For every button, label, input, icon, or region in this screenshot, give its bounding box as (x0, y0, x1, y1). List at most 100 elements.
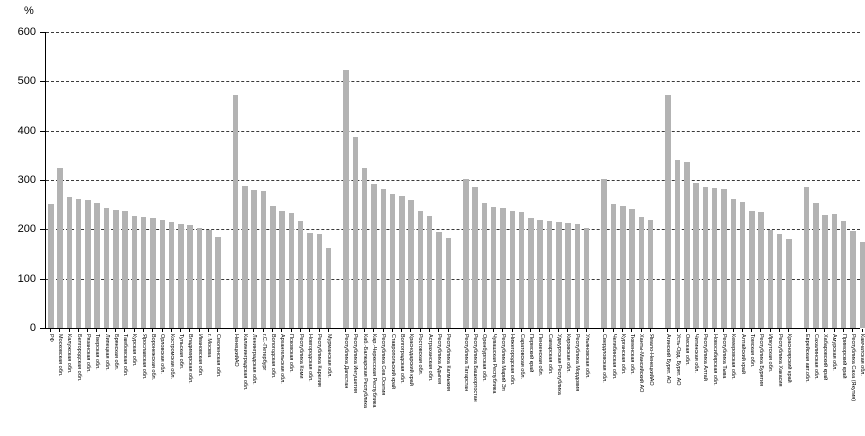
bar (610, 204, 617, 328)
bar (436, 232, 442, 328)
x-axis-label: Челябинская обл. (610, 334, 617, 380)
x-axis-tick (281, 329, 283, 332)
bar-slot: Нижегородская обл. (509, 32, 516, 432)
x-axis-tick (68, 329, 70, 332)
bar (75, 199, 82, 328)
bar-slot: Ярославская обл. (141, 32, 147, 432)
bar (131, 216, 138, 328)
x-axis-tick (723, 329, 725, 332)
bar (583, 228, 590, 328)
x-axis-tick (676, 329, 678, 332)
bar-slot: Ростовская обл. (417, 32, 423, 432)
x-axis-tick (124, 329, 126, 332)
bar (767, 230, 774, 328)
bar-group-urals: Свердловская обл. Челябинская обл. Курганс… (601, 32, 654, 432)
bar-slot: Тульская обл. (178, 32, 184, 432)
bar-slot: Республика Башкортостан (472, 32, 478, 432)
y-axis-tick (40, 229, 45, 231)
x-axis-label: Новосибирская обл. (711, 334, 718, 386)
bar-slot: Пермский край (528, 32, 534, 432)
bar (721, 189, 727, 328)
x-axis-tick (290, 329, 292, 332)
x-axis-tick (447, 329, 449, 332)
bar-slot: Сахалинская обл. (813, 32, 819, 432)
x-axis-tick (318, 329, 320, 332)
x-axis-tick (631, 329, 633, 332)
bar-slot: Орловская обл. (159, 32, 165, 432)
x-axis-label: РФ (47, 334, 54, 342)
y-axis-tick-label: 600 (17, 26, 36, 38)
x-axis-tick (391, 329, 393, 332)
x-axis-tick (760, 329, 762, 332)
x-axis-label: Каб.-Балкарская Республика (361, 334, 368, 408)
x-axis-label: Агинский Бурят. АО (665, 334, 672, 384)
bar (103, 208, 110, 328)
x-axis-label: Новгородская обл. (307, 334, 314, 382)
bar (786, 239, 792, 328)
bar-slot: Республика Алтай (702, 32, 709, 432)
bar (647, 220, 654, 328)
x-axis-label: Нижегородская обл. (509, 334, 516, 386)
x-axis-tick (805, 329, 807, 332)
x-axis-tick (217, 329, 219, 332)
bar (196, 228, 203, 328)
x-axis-tick (87, 329, 89, 332)
bar-slot: Курская обл. (131, 32, 138, 432)
x-axis-label: Липецкая обл. (103, 334, 110, 371)
x-axis-tick (741, 329, 743, 332)
bar-slot: Республика Адыгея (436, 32, 442, 432)
x-axis-label: Республика Ингушетия (352, 334, 359, 393)
bar (260, 191, 267, 328)
x-axis-tick (262, 329, 264, 332)
gridline-200 (46, 229, 860, 231)
x-axis-label: Тюменская обл. (629, 334, 636, 375)
x-axis-label: Ульяновская обл. (583, 334, 590, 379)
x-axis-tick (751, 329, 753, 332)
x-axis-tick (640, 329, 642, 332)
x-axis-label: Смоленская обл. (215, 334, 222, 378)
x-axis-label: Чувашская Республика (490, 334, 497, 394)
bar-slot: Хабаровский край (822, 32, 828, 432)
x-axis-tick (189, 329, 191, 332)
bar-slot: Смоленская обл. (215, 32, 221, 432)
x-axis-label: Архангельская обл. (279, 334, 286, 384)
bar (500, 208, 506, 328)
x-axis-label: Томская обл. (748, 334, 755, 368)
x-axis-label: НенецкийАО (232, 334, 239, 367)
bar (140, 217, 147, 328)
bar (702, 187, 709, 328)
bar-slot: Калужская обл. (66, 32, 72, 432)
bar (831, 214, 838, 328)
x-axis-label: Республика Марий Эл (500, 334, 507, 391)
bar (389, 194, 396, 328)
x-axis-label: Республика Башкортостан (472, 334, 479, 402)
x-axis-tick (59, 329, 61, 332)
bar-slot: Тюменская обл. (629, 32, 635, 432)
bar (325, 248, 332, 328)
bar-slot: Республика Дагестан (343, 32, 349, 432)
y-axis-tick-label: 100 (17, 272, 36, 285)
x-axis-label: Сахалинская обл. (812, 334, 819, 380)
x-axis-label: Мурманская обл. (325, 334, 332, 378)
x-axis-tick (558, 329, 560, 332)
bar (822, 215, 828, 328)
y-axis-tick (40, 130, 45, 132)
x-axis-tick (474, 329, 476, 332)
x-axis-tick (548, 329, 550, 332)
bar (638, 217, 645, 328)
x-axis-tick (585, 329, 587, 332)
x-axis-tick (612, 329, 614, 332)
x-axis-label: Усть-Орд. Бурят. АО (674, 334, 681, 386)
x-axis-label: Республика Хакасия (776, 334, 783, 387)
x-axis-tick (603, 329, 605, 332)
x-axis-tick (96, 329, 98, 332)
bar-slot: Томская обл. (749, 32, 755, 432)
x-axis-label: Республика Бурятия (758, 334, 765, 387)
bar (629, 209, 635, 328)
x-axis-tick (576, 329, 578, 332)
x-axis-label: Свердловская обл. (601, 334, 608, 383)
x-axis-tick (861, 329, 863, 332)
x-axis-tick (161, 329, 163, 332)
bar-slot: Брянская обл. (113, 32, 119, 432)
